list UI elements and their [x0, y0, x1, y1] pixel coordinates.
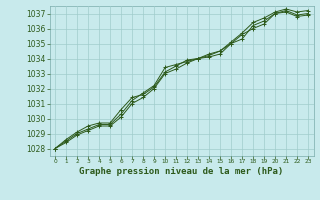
X-axis label: Graphe pression niveau de la mer (hPa): Graphe pression niveau de la mer (hPa)	[79, 167, 284, 176]
